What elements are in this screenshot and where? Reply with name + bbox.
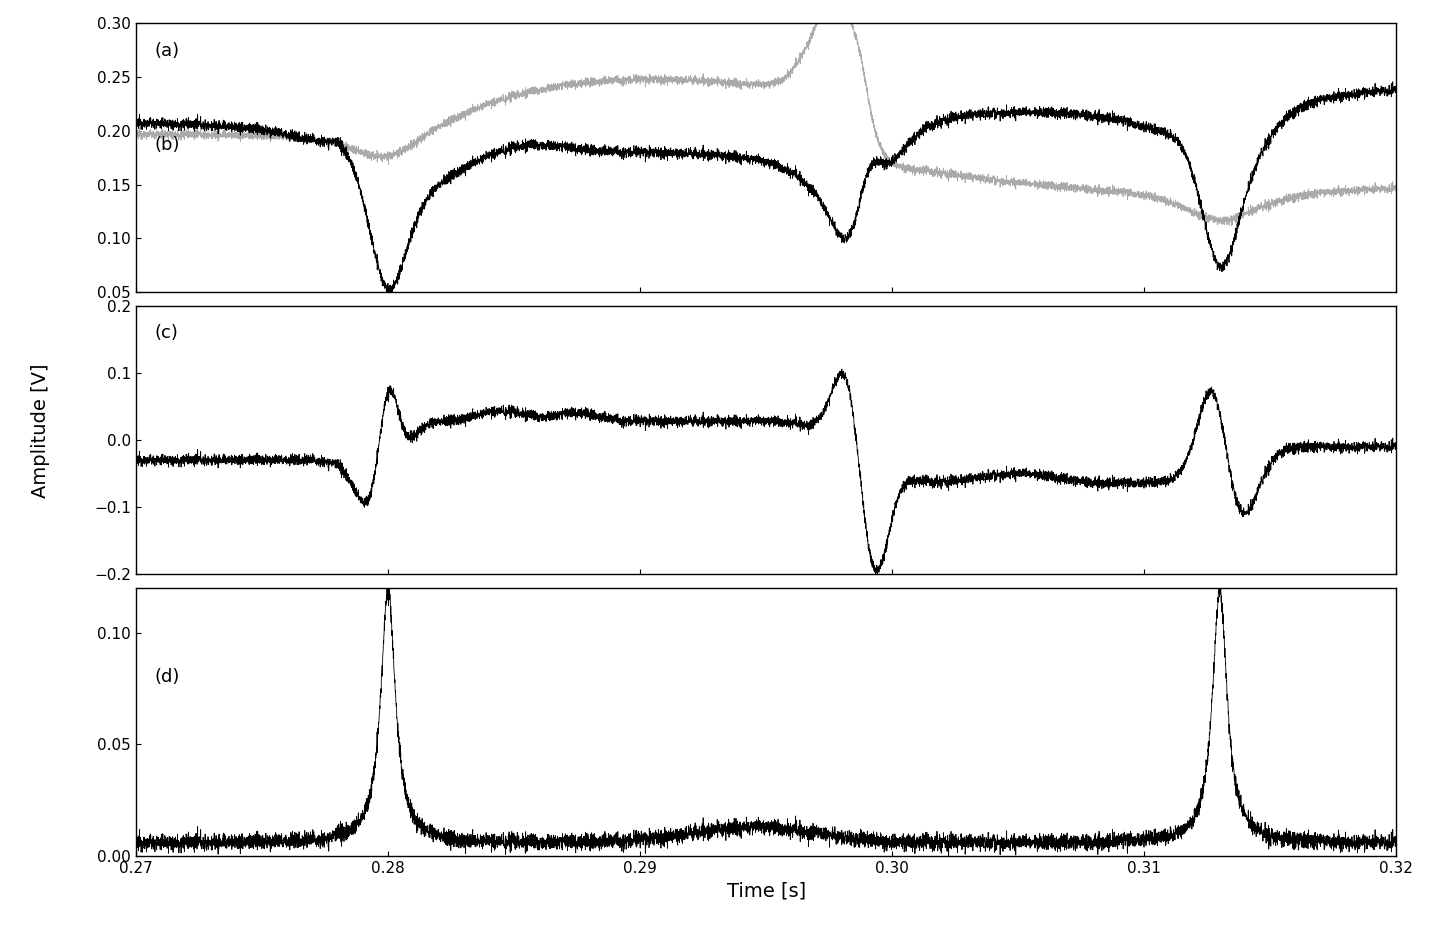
Text: (d): (d)	[155, 668, 180, 686]
X-axis label: Time [s]: Time [s]	[726, 882, 806, 900]
Text: (c): (c)	[155, 325, 179, 343]
Text: Amplitude [V]: Amplitude [V]	[30, 363, 50, 498]
Text: (b): (b)	[155, 137, 180, 154]
Text: (a): (a)	[155, 42, 180, 60]
